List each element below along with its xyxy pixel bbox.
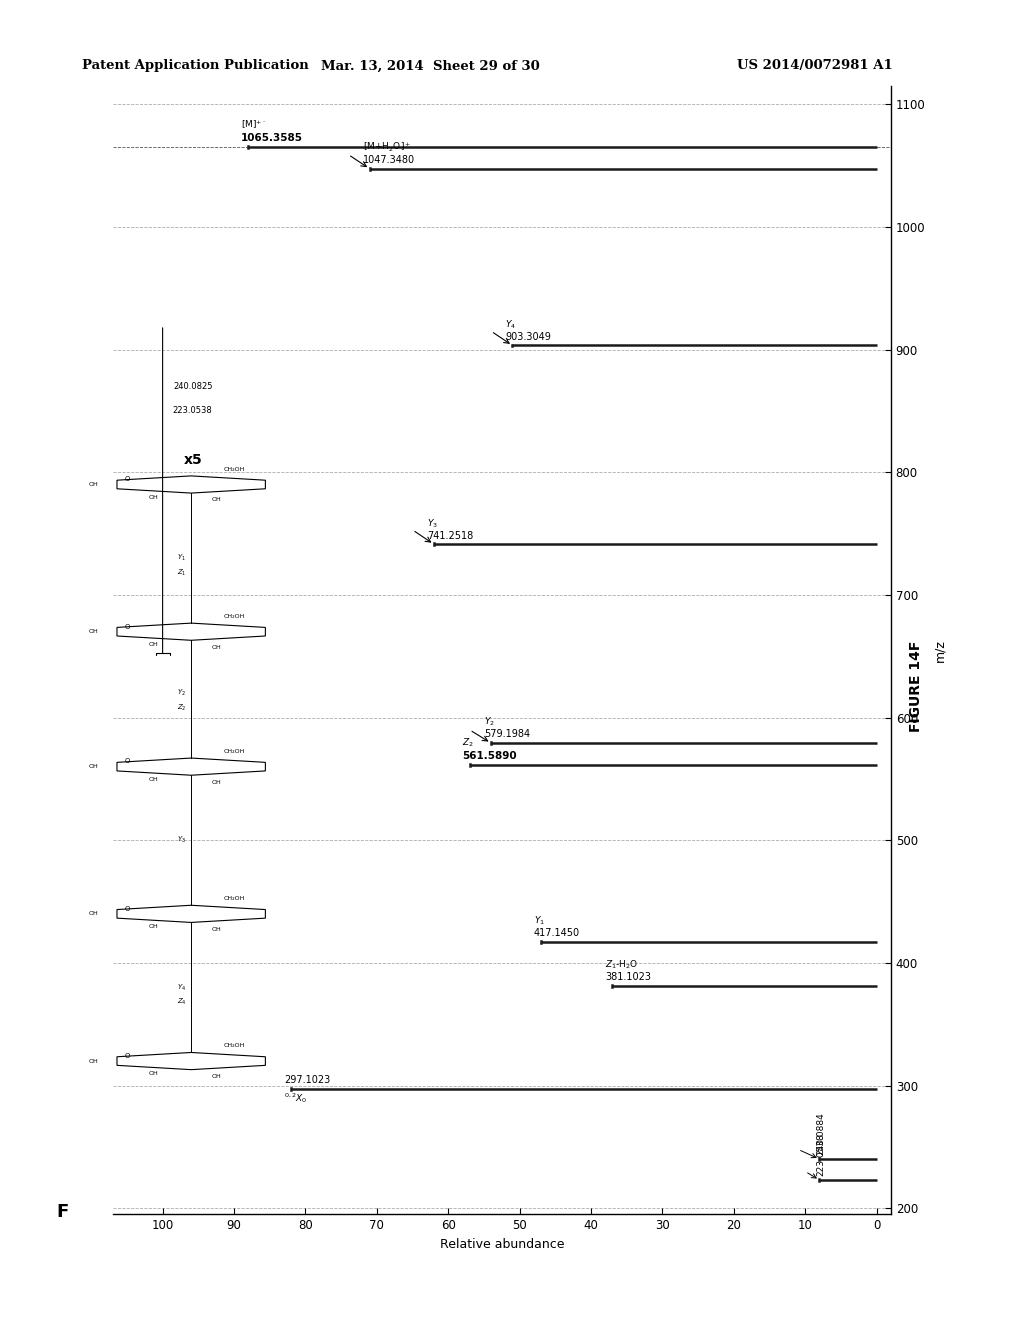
Text: 579.1984: 579.1984 (484, 730, 530, 739)
Text: US 2014/0072981 A1: US 2014/0072981 A1 (737, 59, 893, 73)
Text: $Y_3$: $Y_3$ (427, 517, 438, 529)
Text: $Z_1$: $Z_1$ (177, 568, 186, 578)
Text: $Y_1$: $Y_1$ (177, 553, 185, 564)
Text: 741.2518: 741.2518 (427, 531, 473, 541)
Text: OH: OH (212, 644, 222, 649)
Text: 223.0538: 223.0538 (816, 1134, 825, 1176)
Text: 381.1023: 381.1023 (605, 973, 651, 982)
Text: OH: OH (212, 498, 222, 503)
Text: $^{0,2}X_0$: $^{0,2}X_0$ (284, 1092, 307, 1105)
Text: [M]$^{+\cdot}$: [M]$^{+\cdot}$ (242, 119, 266, 131)
Text: $Y_2$: $Y_2$ (484, 715, 495, 729)
Text: $Y_3$: $Y_3$ (177, 836, 186, 845)
Text: Mar. 13, 2014  Sheet 29 of 30: Mar. 13, 2014 Sheet 29 of 30 (321, 59, 540, 73)
Text: OH: OH (88, 764, 98, 770)
Text: $Z_2$: $Z_2$ (463, 737, 474, 748)
Text: 297.1023: 297.1023 (284, 1076, 331, 1085)
Text: OH: OH (212, 927, 222, 932)
Text: OH: OH (148, 1072, 158, 1076)
Text: CH₂OH: CH₂OH (223, 466, 245, 471)
Text: $Y_2$: $Y_2$ (177, 688, 185, 698)
Text: $Z_4$: $Z_4$ (177, 997, 186, 1007)
Text: OH: OH (88, 482, 98, 487)
Text: OH: OH (88, 1059, 98, 1064)
Text: CH₂OH: CH₂OH (223, 1043, 245, 1048)
Text: CH₂OH: CH₂OH (223, 896, 245, 902)
Text: CH₂OH: CH₂OH (223, 748, 245, 754)
Text: OH: OH (148, 495, 158, 500)
Text: x5: x5 (184, 453, 203, 467)
Text: 1065.3585: 1065.3585 (242, 133, 303, 143)
Text: $Y_4$: $Y_4$ (505, 318, 516, 331)
Y-axis label: m/z: m/z (934, 639, 947, 661)
Text: 240.0825: 240.0825 (173, 381, 213, 391)
Text: CH₂OH: CH₂OH (223, 614, 245, 619)
Text: F: F (56, 1203, 69, 1221)
Text: FIGURE 14F: FIGURE 14F (909, 640, 924, 733)
Text: OH: OH (212, 780, 222, 784)
Text: OH: OH (148, 924, 158, 929)
X-axis label: Relative abundance: Relative abundance (439, 1238, 564, 1251)
Text: $Y_4$: $Y_4$ (177, 982, 186, 993)
Text: 417.1450: 417.1450 (534, 928, 580, 939)
Text: OH: OH (212, 1074, 222, 1078)
Text: OH: OH (88, 630, 98, 634)
Text: OH: OH (88, 911, 98, 916)
Text: $Y_1$: $Y_1$ (534, 915, 545, 927)
Text: 240.0884: 240.0884 (816, 1113, 825, 1155)
Text: 1047.3480: 1047.3480 (362, 156, 415, 165)
Text: O: O (124, 1053, 130, 1059)
Text: O: O (124, 906, 130, 912)
Text: 903.3049: 903.3049 (505, 331, 551, 342)
Text: OH: OH (148, 777, 158, 781)
Text: O: O (124, 477, 130, 482)
Text: O: O (124, 623, 130, 630)
Text: O: O (124, 759, 130, 764)
Text: $Z_2$: $Z_2$ (177, 702, 186, 713)
Text: Patent Application Publication: Patent Application Publication (82, 59, 308, 73)
Text: [M+H$_2$O]$^+$: [M+H$_2$O]$^+$ (362, 141, 411, 154)
Text: 223.0538: 223.0538 (173, 407, 213, 416)
Text: 561.5890: 561.5890 (463, 751, 517, 762)
Text: OH: OH (148, 642, 158, 647)
Text: $Z_1$-H$_2$O: $Z_1$-H$_2$O (605, 958, 639, 972)
